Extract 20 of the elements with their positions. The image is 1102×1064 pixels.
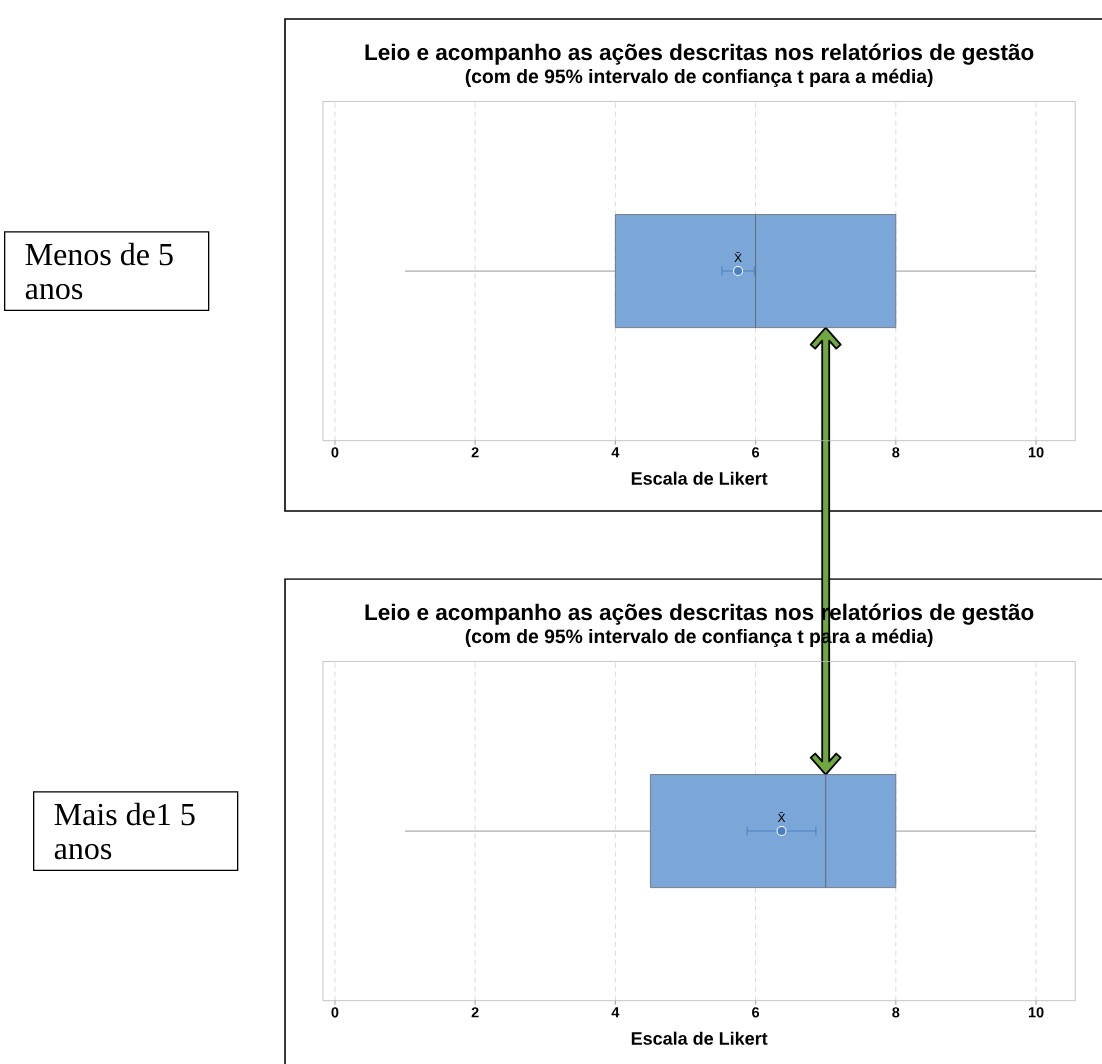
x-tick-label: 6 [752, 1007, 760, 1018]
series-label: X̄ [777, 812, 786, 823]
y-tick-label: Mais de1 5 anos [54, 802, 195, 860]
chart-title: Leio e acompanho as ações descritas nos relatórios de gestão [365, 43, 1034, 65]
x-tick-label: 10 [1028, 1007, 1044, 1018]
y-tick-label: Menos de 5 anos [25, 242, 173, 300]
x-tick-label: 8 [892, 447, 900, 458]
x-tick-label: 4 [611, 447, 620, 458]
x-tick-label: 8 [892, 1007, 900, 1018]
chart-subtitle: (com de 95% intervalo de confiança t para a média) [465, 68, 933, 87]
x-tick-label: 6 [752, 447, 760, 458]
series-label: X̄ [734, 252, 742, 263]
x-tick-label: 2 [471, 1007, 479, 1018]
x-tick-label: 10 [1028, 447, 1044, 458]
x-tick-label: 2 [471, 447, 479, 458]
x-axis-title: Escala de Likert [631, 1031, 768, 1045]
x-tick-label: 4 [611, 1007, 620, 1018]
x-tick-label: 0 [331, 1007, 339, 1018]
x-tick-label: 0 [331, 447, 339, 458]
x-axis-title: Escala de Likert [631, 471, 768, 485]
